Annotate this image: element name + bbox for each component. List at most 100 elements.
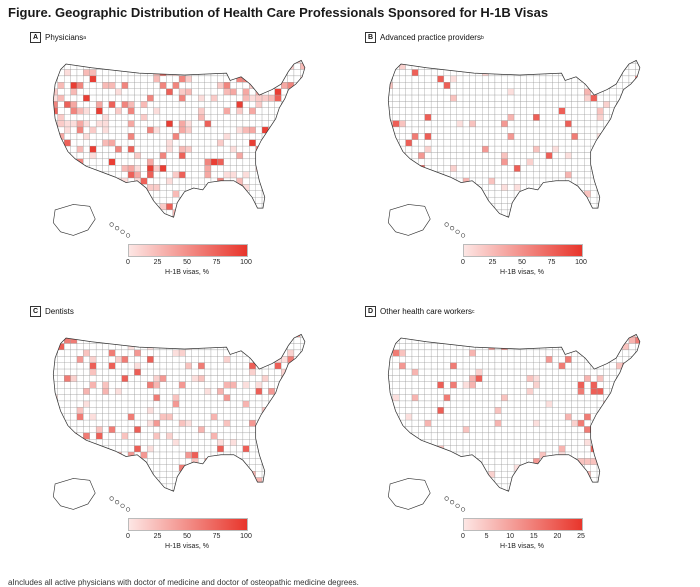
county-cell: [121, 145, 129, 153]
county-cell: [153, 375, 161, 382]
county-cell: [520, 101, 528, 108]
figure-title: Figure. Geographic Distribution of Healt…: [8, 5, 548, 20]
county-cell: [469, 145, 476, 153]
county-cell: [507, 126, 515, 134]
county-cell: [242, 407, 250, 414]
county-cell: [501, 407, 508, 414]
county-cell: [281, 145, 288, 153]
county-cell: [166, 356, 173, 363]
county-cell: [70, 145, 78, 153]
county-cell: [609, 171, 617, 179]
county-cell: [545, 464, 553, 472]
county-cell: [95, 407, 103, 414]
county-cell: [603, 419, 610, 427]
county-cell: [255, 343, 263, 351]
county-cell: [204, 381, 212, 389]
county-cell: [635, 349, 640, 357]
county-cell: [418, 101, 425, 108]
county-cell: [261, 177, 269, 185]
county-cell: [411, 451, 419, 459]
county-cell: [268, 439, 275, 446]
county-cell: [603, 209, 610, 217]
county-cell: [217, 375, 224, 382]
county-cell: [83, 445, 90, 453]
county-cell: [539, 196, 547, 204]
county-cell: [558, 62, 566, 70]
county-cell: [584, 490, 591, 492]
county-cell: [95, 139, 103, 147]
county-cell: [255, 426, 263, 434]
county-cell: [475, 158, 483, 166]
county-cell: [166, 107, 173, 115]
county-cell: [430, 88, 438, 96]
county-cell: [564, 171, 572, 179]
county-cell: [552, 445, 559, 453]
county-cell: [217, 190, 224, 198]
county-cell: [526, 190, 534, 198]
county-cell: [249, 120, 256, 128]
county-cell: [411, 101, 419, 108]
county-cell: [185, 60, 193, 64]
county-cell: [57, 432, 65, 440]
county-cell: [127, 196, 135, 204]
county-cell: [533, 439, 540, 446]
county-cell: [217, 145, 224, 153]
county-cell: [300, 362, 305, 370]
county-cell: [507, 368, 515, 376]
county-cell: [172, 464, 180, 472]
county-cell: [392, 120, 400, 128]
county-cell: [488, 490, 496, 492]
county-cell: [178, 349, 186, 357]
county-cell: [424, 432, 432, 440]
county-cell: [399, 184, 406, 191]
county-cell: [545, 490, 553, 492]
county-cell: [268, 216, 275, 218]
county-cell: [628, 88, 636, 96]
county-cell: [475, 190, 483, 198]
county-cell: [609, 152, 617, 160]
county-cell: [539, 94, 547, 102]
county-cell: [507, 356, 515, 363]
county-cell: [609, 165, 617, 172]
county-cell: [293, 88, 301, 96]
county-cell: [539, 101, 547, 108]
county-cell: [70, 69, 78, 77]
county-cell: [424, 171, 432, 179]
county-cell: [115, 184, 122, 191]
county-cell: [437, 120, 445, 128]
county-cell: [616, 190, 623, 198]
county-cell: [526, 158, 534, 166]
county-cell: [268, 470, 275, 478]
county-cell: [552, 152, 559, 160]
county-cell: [539, 334, 547, 338]
county-cell: [545, 126, 553, 134]
county-cell: [552, 470, 559, 478]
county-cell: [430, 120, 438, 128]
county-cell: [628, 69, 636, 77]
county-cell: [89, 107, 97, 115]
county-cell: [462, 126, 470, 134]
county-cell: [166, 133, 173, 140]
county-cell: [255, 69, 263, 77]
county-cell: [482, 368, 489, 376]
county-cell: [564, 445, 572, 453]
county-cell: [198, 388, 205, 395]
county-cell: [411, 407, 419, 414]
county-cell: [437, 82, 445, 89]
county-cell: [64, 394, 71, 402]
county-cell: [204, 375, 212, 382]
county-cell: [411, 177, 419, 185]
county-cell: [147, 152, 154, 160]
county-cell: [539, 60, 547, 64]
county-cell: [242, 375, 250, 382]
county-cell: [616, 388, 623, 395]
county-cell: [405, 196, 413, 204]
county-cell: [198, 432, 205, 440]
county-cell: [507, 470, 515, 478]
county-cell: [236, 209, 244, 217]
county-cell: [488, 139, 496, 147]
county-cell: [388, 152, 394, 160]
county-cell: [268, 445, 275, 453]
county-cell: [134, 190, 141, 198]
county-cell: [185, 120, 193, 128]
